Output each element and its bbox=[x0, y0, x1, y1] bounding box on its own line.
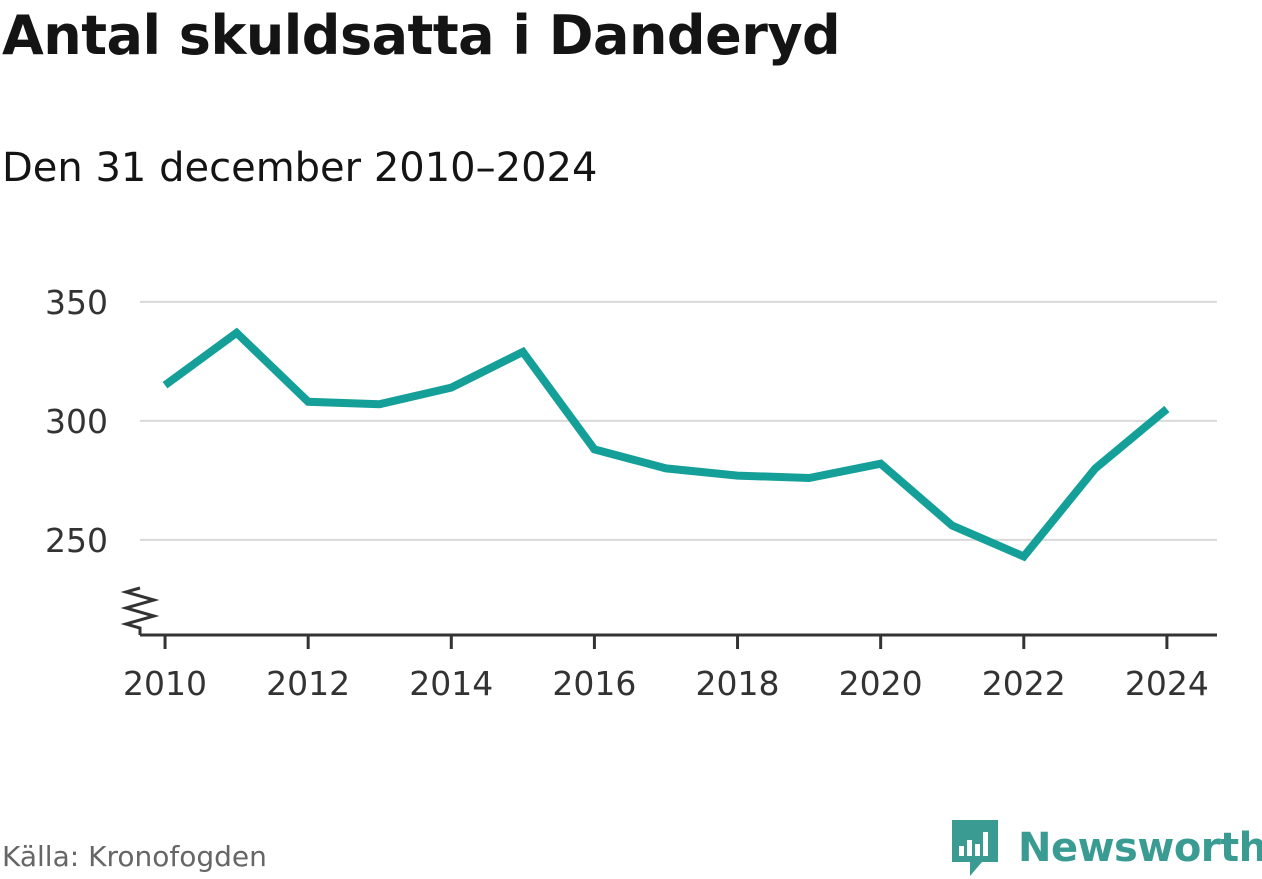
data-point bbox=[805, 474, 813, 482]
data-point bbox=[447, 384, 455, 392]
axis-break-icon bbox=[120, 586, 160, 635]
chart-subtitle: Den 31 december 2010–2024 bbox=[2, 145, 598, 191]
y-tick-label: 250 bbox=[45, 521, 108, 560]
data-point bbox=[1163, 405, 1171, 413]
logo-text: Newsworthy bbox=[1018, 825, 1262, 871]
x-tick-label: 2014 bbox=[409, 664, 493, 703]
x-axis: 2010 2012 2014 2016 2018 2020 2022 2024 bbox=[120, 586, 1217, 703]
data-point bbox=[1020, 552, 1028, 560]
data-point bbox=[233, 329, 241, 337]
data-point bbox=[1091, 464, 1099, 472]
data-point bbox=[161, 381, 169, 389]
data-point bbox=[877, 460, 885, 468]
series-layer bbox=[161, 327, 1171, 562]
y-axis-ticks: 250 300 350 bbox=[45, 283, 108, 560]
data-point bbox=[376, 400, 384, 408]
data-point bbox=[948, 522, 956, 530]
x-tick-label: 2012 bbox=[266, 664, 350, 703]
newsworthy-logo-icon bbox=[952, 820, 998, 876]
gridlines bbox=[140, 300, 1217, 541]
newsworthy-logo[interactable]: Newsworthy bbox=[950, 818, 1262, 878]
data-point bbox=[662, 464, 670, 472]
x-tick-label: 2016 bbox=[552, 664, 636, 703]
x-tick-label: 2018 bbox=[696, 664, 780, 703]
data-point bbox=[304, 398, 312, 406]
x-tick-label: 2020 bbox=[839, 664, 923, 703]
chart-title: Antal skuldsatta i Danderyd bbox=[2, 4, 841, 67]
source-note: Källa: Kronofogden bbox=[2, 840, 267, 873]
data-point bbox=[734, 472, 742, 480]
x-tick-label: 2022 bbox=[982, 664, 1066, 703]
data-point bbox=[519, 348, 527, 356]
data-point bbox=[590, 445, 598, 453]
series-line bbox=[162, 327, 1170, 562]
y-tick-label: 350 bbox=[45, 283, 108, 322]
y-tick-label: 300 bbox=[45, 402, 108, 441]
x-tick-label: 2024 bbox=[1125, 664, 1209, 703]
x-tick-label: 2010 bbox=[123, 664, 207, 703]
